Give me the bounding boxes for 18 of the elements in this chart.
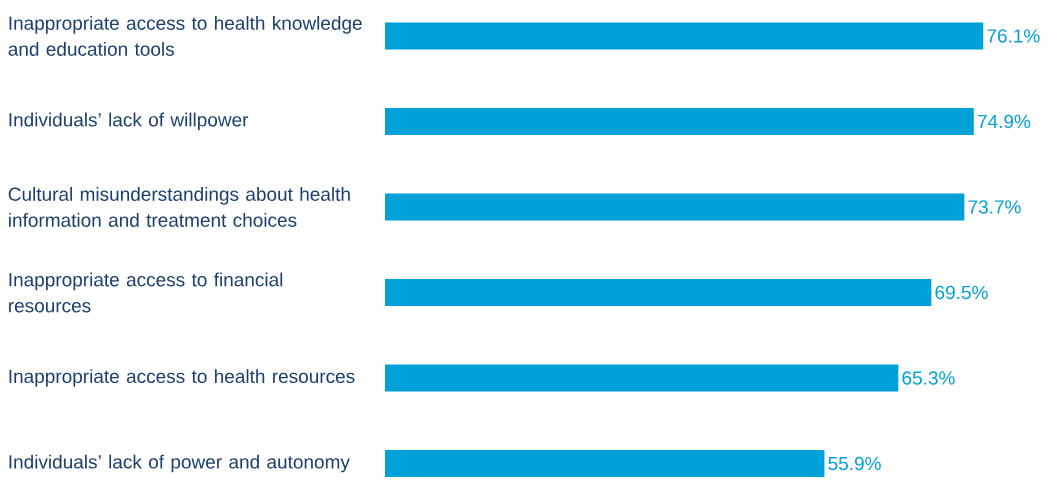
- bar: [385, 278, 932, 306]
- y-tick-label: Inappropriate access to health resources: [9, 369, 355, 387]
- data-label: 69.5%: [935, 285, 988, 300]
- bar: [385, 450, 825, 478]
- y-tick-label: Individuals’ lack of willpower: [9, 112, 249, 131]
- bar: [385, 22, 984, 50]
- data-label: 76.1%: [987, 29, 1040, 43]
- y-tick-label: Cultural misunderstandings about health information and treatment choices: [8, 186, 350, 227]
- data-label: 55.9%: [828, 456, 881, 471]
- bar: [385, 193, 965, 221]
- data-label: 73.7%: [968, 200, 1021, 214]
- bar: [385, 364, 899, 392]
- y-tick-label: Individuals’ lack of power and autonomy: [9, 454, 350, 473]
- data-label: 65.3%: [902, 371, 955, 385]
- bar: [385, 107, 974, 135]
- y-tick-label: Inappropriate access to financial resources: [9, 272, 283, 313]
- data-label: 74.9%: [977, 114, 1031, 129]
- y-tick-label: Inappropriate access to health knowledge and education tools: [8, 15, 362, 56]
